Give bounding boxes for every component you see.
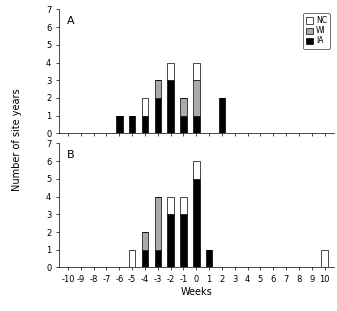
Text: B: B <box>67 150 75 160</box>
Legend: NC, WI, IA: NC, WI, IA <box>303 13 330 49</box>
Text: Number of site years: Number of site years <box>12 89 22 191</box>
Bar <box>155 250 161 267</box>
Bar <box>193 80 200 116</box>
Bar <box>193 179 200 267</box>
Bar <box>167 63 174 80</box>
Bar <box>219 98 225 133</box>
X-axis label: Weeks: Weeks <box>180 287 212 297</box>
Bar <box>167 197 174 214</box>
Bar <box>180 197 187 214</box>
Bar <box>193 63 200 80</box>
Bar <box>155 197 161 250</box>
Bar <box>155 80 161 98</box>
Bar <box>142 98 148 116</box>
Bar <box>180 116 187 133</box>
Bar <box>206 250 212 267</box>
Bar <box>321 250 328 267</box>
Bar <box>193 161 200 179</box>
Bar <box>180 214 187 267</box>
Bar <box>142 250 148 267</box>
Bar <box>129 116 135 133</box>
Text: A: A <box>67 16 75 26</box>
Bar <box>142 116 148 133</box>
Bar <box>142 232 148 250</box>
Bar <box>155 98 161 133</box>
Bar <box>116 116 123 133</box>
Bar <box>193 116 200 133</box>
Bar <box>167 80 174 133</box>
Bar <box>167 214 174 267</box>
Bar <box>129 250 135 267</box>
Bar <box>180 98 187 116</box>
